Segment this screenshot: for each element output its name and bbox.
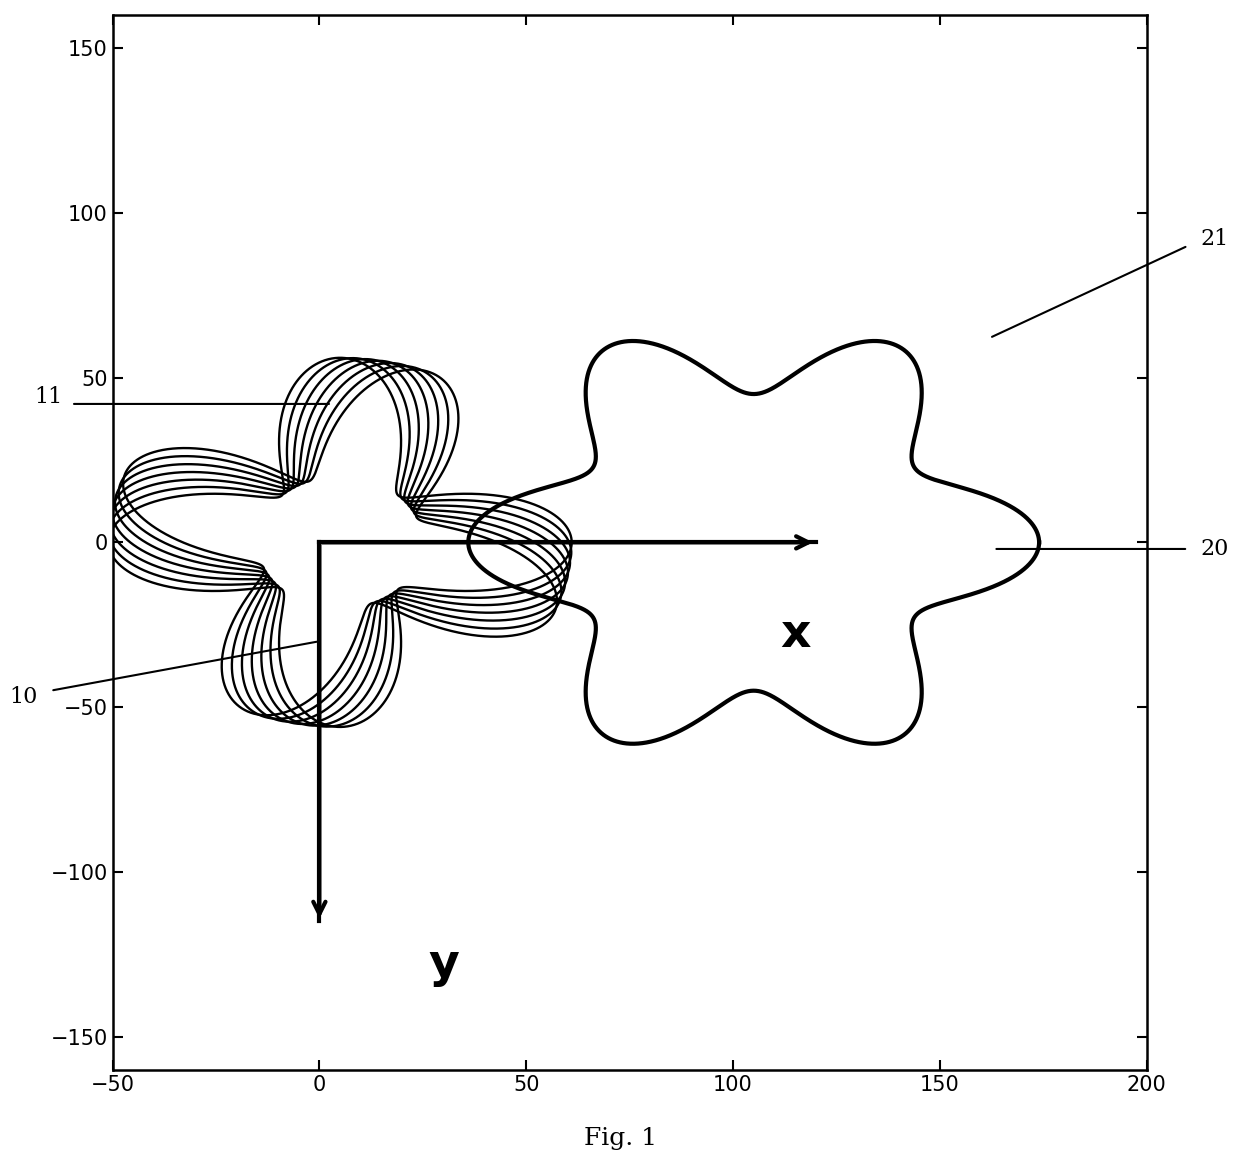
Text: y: y [428,941,459,987]
Text: x: x [780,612,810,658]
Text: Fig. 1: Fig. 1 [584,1127,656,1149]
Text: 20: 20 [1200,538,1229,559]
Text: 21: 21 [1200,228,1229,250]
Text: 11: 11 [35,387,63,409]
Text: 10: 10 [10,687,38,708]
